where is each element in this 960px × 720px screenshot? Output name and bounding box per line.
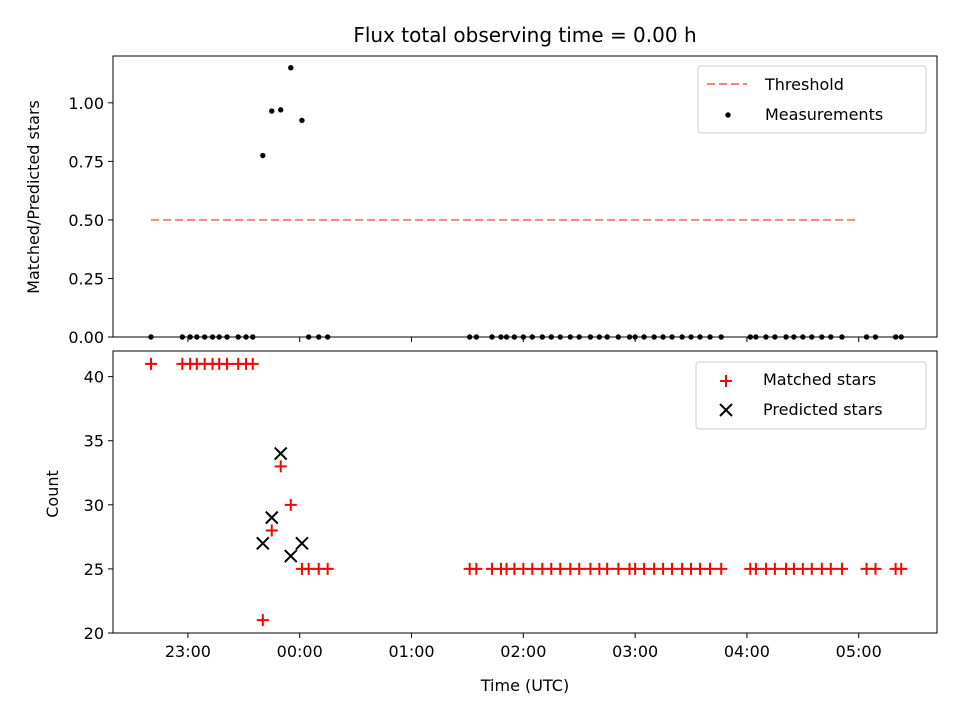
bottom-y-axis-label: Count [43,470,62,518]
matched-star-point [601,562,614,575]
matched-star-point [612,562,625,575]
matched-star-point [321,562,334,575]
x-tick-label: 01:00 [388,642,434,661]
matched-star-point [869,562,882,575]
predicted-star-point [284,549,298,563]
matched-star-point [824,562,837,575]
legend-predicted-label: Predicted stars [763,400,883,419]
legend-measurements-label: Measurements [765,105,883,124]
count-y-tick-label: 30 [84,496,104,515]
predicted-star-point [273,446,288,461]
x-tick-label: 05:00 [836,642,882,661]
matched-star-point [145,357,158,370]
ratio-axes-frame [112,55,938,338]
matched-star-point [638,562,651,575]
x-axis-label: Time (UTC) [480,676,569,695]
ratio-y-tick-label: 1.00 [68,94,104,113]
matched-star-point [470,562,483,575]
count-y-tick-label: 20 [84,624,104,643]
legend-matched-swatch [720,375,732,387]
bottom-legend: Matched stars Predicted stars [695,361,927,430]
count-y-tick-label: 25 [84,560,104,579]
legend-threshold-label: Threshold [764,75,844,94]
count-y-tick-label: 40 [84,368,104,387]
matched-star-point [284,498,297,511]
matched-star-point [246,357,259,370]
matched-star-point [666,562,679,575]
matched-star-point [704,562,717,575]
measurement-point [260,152,266,159]
predicted-star-point [265,510,279,525]
matched-star-point [715,562,728,575]
bottom-legend-frame [695,361,927,430]
legend-predicted-swatch [719,403,733,417]
legend-measurements-swatch [725,112,731,118]
matched-star-point [554,562,567,575]
matched-star-point [265,524,278,537]
matched-star-point [302,562,315,575]
predicted-star-point [295,536,309,550]
ratio-y-tick-label: 0.75 [68,152,104,171]
predicted-star-point [256,536,270,550]
top-legend: Threshold Measurements [697,65,927,134]
count-axes-frame [112,350,938,634]
ratio-y-tick-label: 0.00 [68,328,104,347]
matched-star-point [693,562,706,575]
matched-star-point [749,562,762,575]
x-tick-label: 04:00 [724,642,770,661]
top-legend-frame [697,65,927,134]
matched-star-point [895,562,908,575]
matched-star-point [256,614,269,627]
ratio-panel: 0.00 0.25 0.50 0.75 1.00 [68,55,938,347]
x-tick-label: 23:00 [165,642,211,661]
measurement-point [269,108,275,114]
measurement-point [288,65,294,71]
measurement-point [299,117,305,124]
x-tick-label: 03:00 [612,642,658,661]
count-y-tick-label: 35 [84,432,104,451]
matched-star-point [274,460,287,473]
matched-star-point [221,357,234,370]
count-panel: 20 25 30 35 40 23:00 00:00 01:00 02:00 03:00 04:00… [84,350,938,661]
chart-title: Flux total observing time = 0.00 h [353,23,696,47]
matched-star-point [768,562,781,575]
x-tick-label: 02:00 [500,642,546,661]
legend-matched-label: Matched stars [763,370,876,389]
ratio-y-tick-label: 0.25 [68,269,104,288]
matched-star-point [805,562,818,575]
matched-star-point [835,562,848,575]
x-tick-label: 00:00 [277,642,323,661]
matched-star-point [526,562,539,575]
measurement-point [278,107,284,113]
top-y-axis-label: Matched/Predicted stars [24,100,43,294]
matched-star-point [573,562,586,575]
ratio-y-tick-label: 0.50 [68,211,104,230]
